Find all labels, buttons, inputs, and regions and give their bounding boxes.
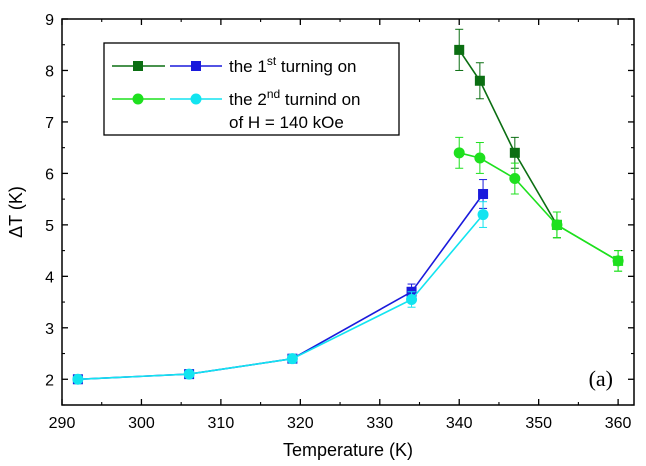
series-2nd-circle: [72, 201, 489, 385]
legend-note: of H = 140 kOe: [229, 113, 344, 132]
y-tick-label: 4: [45, 269, 54, 286]
legend-label-1st: the 1st turning on: [229, 54, 357, 76]
legend-marker-green-circle: [132, 93, 144, 105]
data-point-circle: [72, 373, 84, 385]
data-point-square: [478, 188, 489, 199]
y-axis-title: ΔT (K): [6, 186, 26, 238]
x-tick-label: 340: [446, 415, 473, 432]
legend-label-2nd-sup: nd: [267, 87, 280, 101]
series-line: [556, 224, 619, 262]
x-tick-label: 310: [208, 415, 235, 432]
x-axis-title: Temperature (K): [283, 440, 413, 460]
y-tick-label: 7: [45, 115, 54, 132]
data-point-circle: [183, 368, 195, 380]
y-tick-label: 2: [45, 372, 54, 389]
data-point-circle: [474, 152, 486, 164]
legend-box: [103, 42, 400, 136]
series-line: [458, 49, 558, 226]
data-point-circle: [477, 209, 489, 221]
legend-label-1st-sup: st: [267, 54, 277, 68]
y-tick-label: 5: [45, 218, 54, 235]
legend-marker-blue-square: [191, 61, 201, 71]
legend-marker-dark-green-square: [133, 61, 143, 71]
series-layer: [72, 28, 624, 385]
data-point-square: [613, 255, 624, 266]
axis-ticks: [61, 18, 634, 406]
y-tick-label: 3: [45, 321, 54, 338]
x-tick-label: 320: [287, 415, 314, 432]
data-point-square: [509, 147, 520, 158]
x-tick-label: 350: [525, 415, 552, 432]
legend-label-1st-prefix: the 1: [229, 57, 267, 76]
x-tick-labels: 290 300 310 320 330 340 350 360: [49, 415, 632, 432]
legend-label-2nd-prefix: the 2: [229, 90, 267, 109]
data-point-circle: [406, 293, 418, 305]
y-tick-labels: 2 3 4 5 6 7 8 9: [45, 12, 54, 389]
legend-label-2nd-suffix: turnind on: [280, 90, 360, 109]
panel-label: (a): [589, 366, 613, 391]
legend-marker-cyan-circle: [190, 93, 202, 105]
data-point-square: [474, 75, 485, 86]
y-tick-label: 8: [45, 63, 54, 80]
y-tick-label: 6: [45, 166, 54, 183]
data-point-circle: [509, 173, 521, 185]
data-point-square: [551, 219, 562, 230]
legend: the 1st turning on the 2nd turnind on of…: [103, 42, 400, 136]
data-point-circle: [286, 353, 298, 365]
x-tick-label: 290: [49, 415, 76, 432]
x-tick-label: 360: [605, 415, 632, 432]
x-tick-label: 300: [128, 415, 155, 432]
series-2nd-square: [551, 211, 624, 272]
data-point-circle: [453, 147, 465, 159]
data-point-square: [454, 44, 465, 55]
y-tick-label: 9: [45, 12, 54, 29]
legend-label-1st-suffix: turning on: [276, 57, 356, 76]
legend-label-2nd: the 2nd turnind on: [229, 87, 361, 109]
x-tick-label: 330: [366, 415, 393, 432]
